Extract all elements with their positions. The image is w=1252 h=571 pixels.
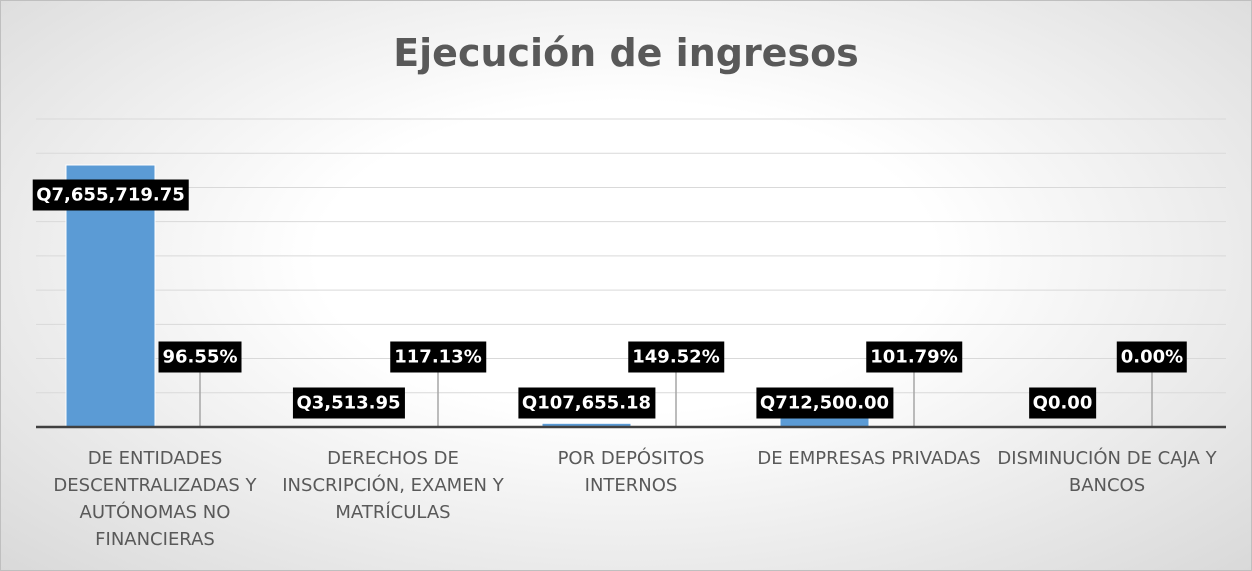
x-tick-label: POR DEPÓSITOS INTERNOS	[557, 448, 705, 496]
x-tick-label: DISMINUCIÓN DE CAJA Y BANCOS	[997, 448, 1217, 496]
x-tick-label: DE ENTIDADES DESCENTRALIZADAS Y AUTÓNOMA…	[53, 448, 257, 550]
data-label: 149.52%	[628, 341, 724, 373]
chart-title: Ejecución de ingresos	[393, 31, 859, 75]
data-label: 117.13%	[390, 341, 486, 373]
data-label: Q0.00	[1028, 387, 1097, 419]
data-label: Q3,513.95	[292, 387, 405, 419]
data-label: 101.79%	[866, 341, 962, 373]
x-tick-label: DERECHOS DE INSCRIPCIÓN, EXAMEN Y MATRÍC…	[282, 448, 504, 523]
x-tick-label: DE EMPRESAS PRIVADAS	[757, 448, 981, 469]
data-label: Q7,655,719.75	[32, 179, 189, 211]
data-label: 96.55%	[158, 341, 242, 373]
data-label: Q107,655.18	[517, 387, 656, 419]
data-label: 0.00%	[1116, 341, 1188, 373]
data-label: Q712,500.00	[755, 387, 894, 419]
